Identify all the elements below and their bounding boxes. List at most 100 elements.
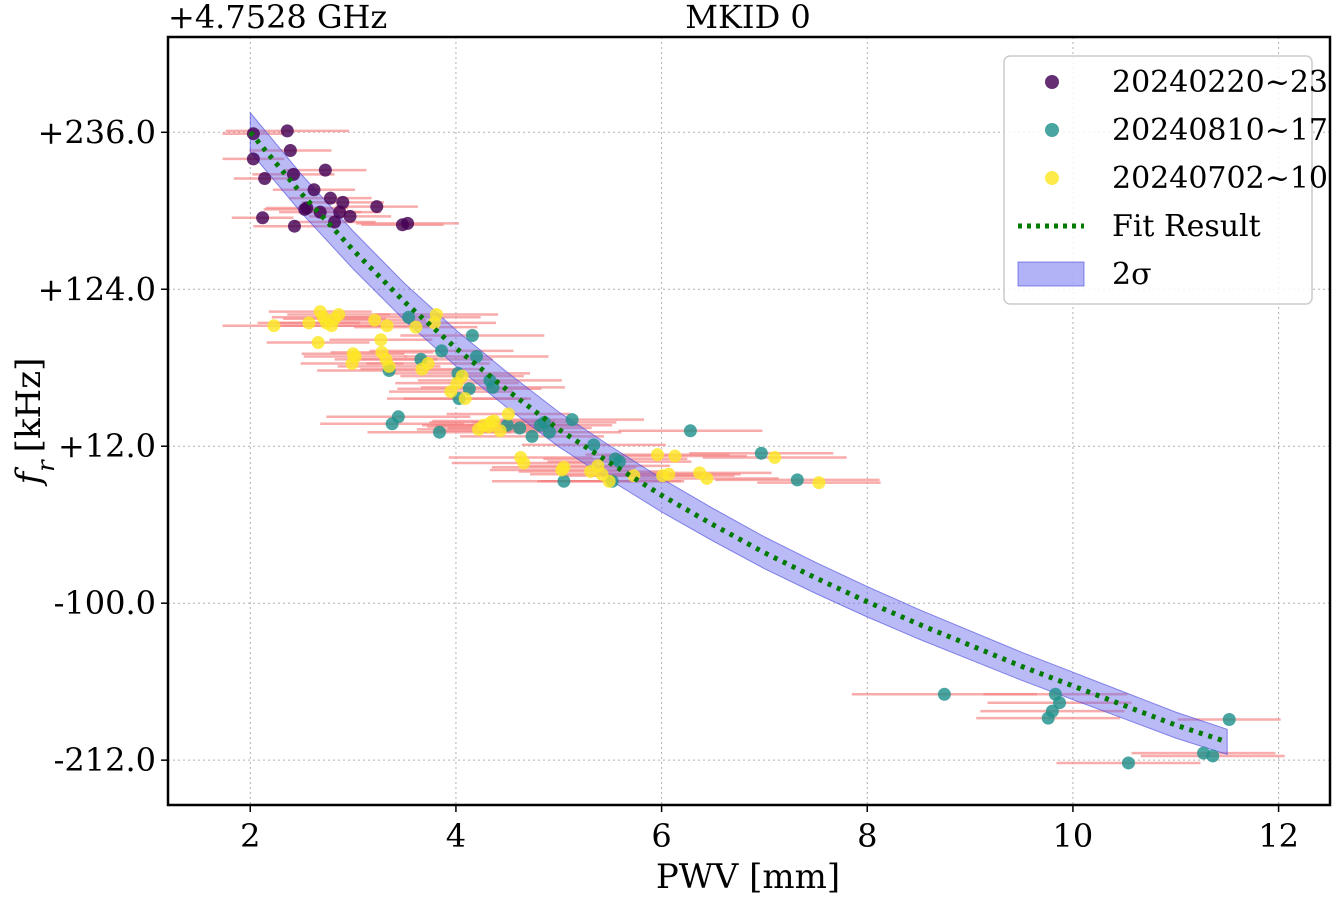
point-series-3 <box>382 359 396 373</box>
y-axis-label: fr[kHz] <box>9 358 60 488</box>
point-series-2 <box>465 329 479 343</box>
point-series-1 <box>401 216 415 230</box>
point-series-2 <box>402 310 416 324</box>
plot-frame <box>166 35 1332 807</box>
y-tick-label: +12.0 <box>58 427 156 465</box>
y-axis-label-unit: [kHz] <box>9 358 49 453</box>
x-tick-label: 6 <box>651 817 671 855</box>
band-2sigma <box>249 111 1228 756</box>
legend-label-fit: Fit Result <box>1112 209 1261 244</box>
legend-swatch-20240810 <box>1045 123 1059 137</box>
x-tick-label: 12 <box>1258 817 1299 855</box>
legend-swatch-20240220 <box>1045 75 1059 89</box>
x-axis-label: PWV [mm] <box>656 857 840 897</box>
point-series-3 <box>602 474 616 488</box>
chart-title: MKID 0 <box>685 0 811 36</box>
scatter-points <box>246 124 1236 770</box>
legend-swatch-band <box>1017 261 1085 287</box>
y-tick-label: +236.0 <box>38 113 156 151</box>
point-series-1 <box>318 163 332 177</box>
point-series-1 <box>370 200 384 214</box>
fit-curve <box>248 130 1228 745</box>
y-tick-label: +124.0 <box>38 270 156 308</box>
point-series-2 <box>525 429 539 443</box>
point-series-2 <box>937 687 951 701</box>
y-axis-label-sub: r <box>32 459 60 472</box>
point-series-3 <box>374 333 388 347</box>
point-series-1 <box>307 183 321 197</box>
point-series-3 <box>557 460 571 474</box>
axis-ticks: 2 4 6 8 10 12 +236.0 +124.0 +12.0 -100.0 -212.0 <box>38 113 1299 855</box>
x-tick-label: 4 <box>446 817 466 855</box>
point-series-1 <box>287 219 301 233</box>
point-series-1 <box>283 144 297 158</box>
point-series-1 <box>280 124 294 138</box>
legend-label-20240702: 20240702~10 <box>1112 161 1328 196</box>
x-tick-label: 10 <box>1053 817 1094 855</box>
point-series-1 <box>343 209 357 223</box>
point-series-3 <box>768 450 782 464</box>
legend: 20240220~23 20240810~17 20240702~10 Fit … <box>1003 55 1328 305</box>
point-series-2 <box>462 382 476 396</box>
point-series-2 <box>790 473 804 487</box>
point-series-3 <box>348 350 362 364</box>
x-tick-label: 2 <box>240 817 260 855</box>
point-series-3 <box>455 369 469 383</box>
offset-label: +4.7528 GHz <box>168 0 387 36</box>
y-tick-label: -100.0 <box>54 584 156 622</box>
legend-label-20240220: 20240220~23 <box>1112 65 1328 100</box>
point-series-2 <box>543 425 557 439</box>
point-series-1 <box>246 152 260 166</box>
point-series-1 <box>258 172 272 186</box>
point-series-2 <box>683 424 697 438</box>
point-series-2 <box>537 415 551 429</box>
point-series-3 <box>302 316 316 330</box>
point-series-3 <box>409 320 423 334</box>
point-series-2 <box>1222 713 1236 727</box>
point-series-3 <box>668 449 682 463</box>
point-series-1 <box>323 191 337 205</box>
legend-label-20240810: 20240810~17 <box>1112 113 1328 148</box>
point-series-3 <box>311 336 325 350</box>
point-series-2 <box>612 455 626 469</box>
point-series-3 <box>429 307 443 321</box>
x-tick-label: 8 <box>857 817 877 855</box>
point-series-3 <box>650 448 664 462</box>
point-series-2 <box>391 410 405 424</box>
point-series-3 <box>458 392 472 406</box>
point-series-2 <box>513 421 527 435</box>
point-series-2 <box>565 413 579 427</box>
legend-swatch-20240702 <box>1045 171 1059 185</box>
point-series-3 <box>812 476 826 490</box>
point-series-2 <box>435 344 449 358</box>
point-series-2 <box>1206 749 1220 763</box>
point-series-2 <box>754 446 768 460</box>
point-series-3 <box>368 313 382 327</box>
point-series-2 <box>587 438 601 452</box>
point-series-3 <box>421 357 435 371</box>
point-series-3 <box>501 407 515 421</box>
legend-box <box>1003 55 1313 305</box>
point-series-3 <box>493 424 507 438</box>
confidence-band <box>249 111 1228 756</box>
point-series-2 <box>1121 756 1135 770</box>
point-series-2 <box>557 474 571 488</box>
y-tick-label: -212.0 <box>54 741 156 779</box>
point-series-3 <box>380 319 394 333</box>
fit-line <box>248 130 1228 745</box>
point-series-3 <box>267 319 281 333</box>
point-series-3 <box>700 471 714 485</box>
point-series-1 <box>333 205 347 219</box>
point-series-3 <box>662 467 676 481</box>
point-series-2 <box>432 425 446 439</box>
point-series-2 <box>1053 696 1067 710</box>
legend-label-band: 2σ <box>1112 257 1152 292</box>
point-series-1 <box>336 195 350 209</box>
point-series-2 <box>469 350 483 364</box>
point-series-3 <box>517 456 531 470</box>
point-series-1 <box>256 211 270 225</box>
gridlines <box>168 37 1330 805</box>
point-series-3 <box>332 307 346 321</box>
point-series-3 <box>487 414 501 428</box>
